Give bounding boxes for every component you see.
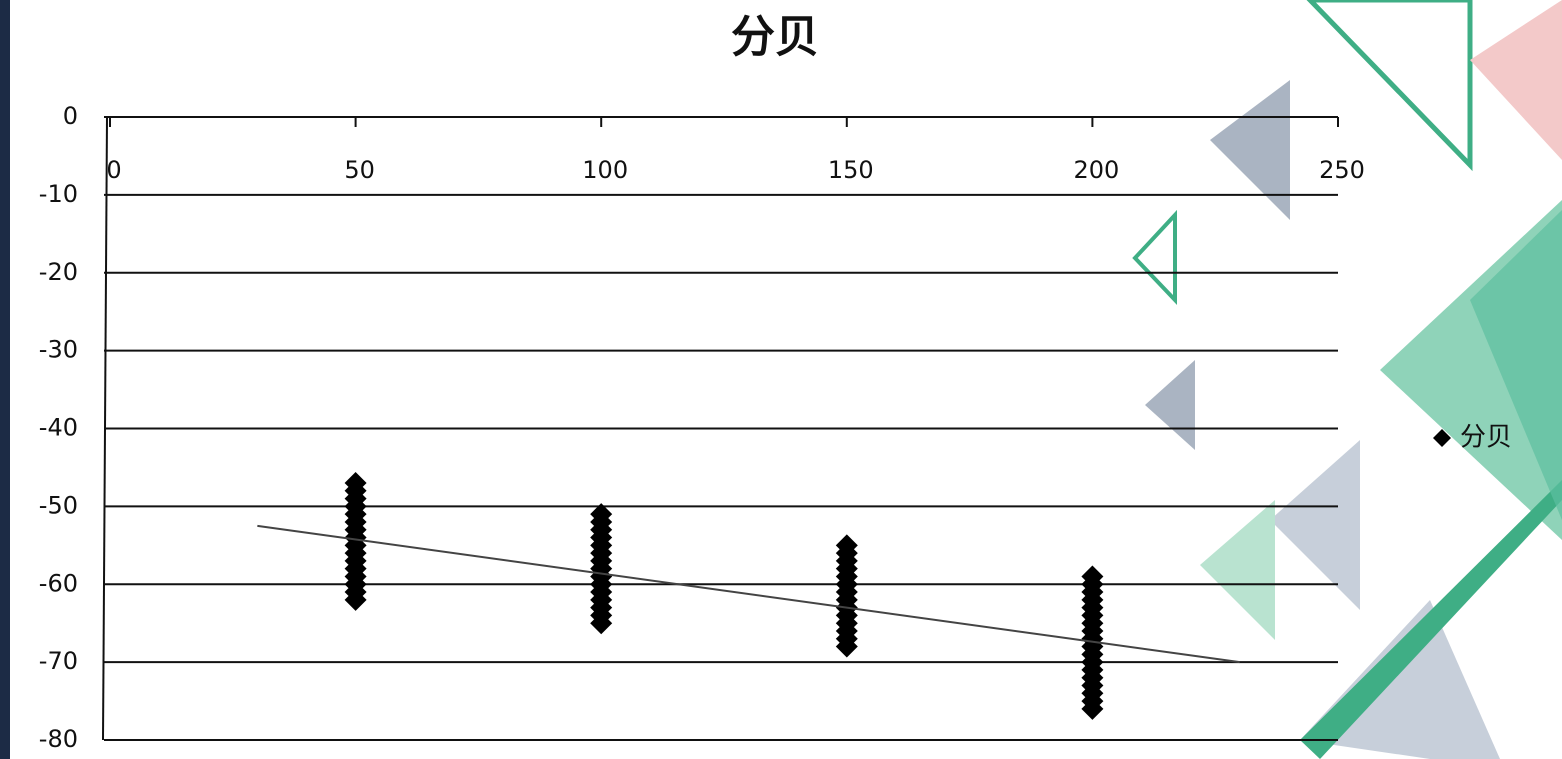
left-edge [0,0,10,759]
chart-title: 分贝 [731,12,819,63]
y-tick-label: 0 [63,102,78,130]
deco-triangle [1310,0,1470,165]
background-decoration [0,0,1562,759]
y-tick-label: -20 [39,258,78,286]
chart: 分贝 0 -10 -20 -30 -40 -50 -60 -70 -80 0 50 100 150 200… [0,0,1562,759]
deco-triangle [1200,500,1275,640]
y-tick-label: -40 [39,414,78,442]
x-tick-label: 100 [582,156,628,184]
deco-triangle [1470,0,1562,160]
y-tick-label: -30 [39,336,78,364]
x-tick-label: 250 [1319,156,1365,184]
deco-triangle [1145,360,1195,450]
y-tick-label: -50 [39,491,78,519]
x-tick-label: 50 [344,156,375,184]
plot-area: 0 -10 -20 -30 -40 -50 -60 -70 -80 0 50 100 150 200 250… [39,102,1512,753]
y-tick-label: -60 [39,569,78,597]
x-tick-label: 200 [1073,156,1119,184]
legend-label: 分贝 [1460,423,1512,453]
deco-triangle [1135,215,1175,300]
y-tick-label: -10 [39,180,78,208]
y-tick-label: -70 [39,647,78,675]
y-tick-label: -80 [39,725,78,753]
x-tick-label: 0 [106,156,121,184]
x-tick-label: 150 [828,156,874,184]
page: {"chart_data": {"type": "scatter", "titl… [0,0,1562,759]
deco-triangle [1210,80,1290,220]
